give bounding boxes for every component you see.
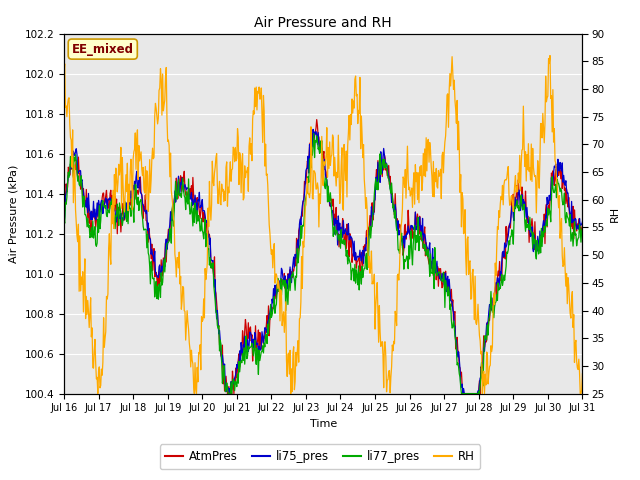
Text: EE_mixed: EE_mixed: [72, 43, 134, 56]
RH: [546, 53, 554, 59]
AtmPres: [60, 209, 68, 215]
AtmPres: [418, 232, 426, 238]
li75_pres: [309, 126, 317, 132]
AtmPres: [196, 216, 204, 221]
li77_pres: [174, 191, 182, 196]
li77_pres: [367, 235, 374, 241]
li77_pres: [579, 225, 586, 231]
li75_pres: [196, 205, 204, 211]
AtmPres: [316, 140, 324, 146]
li77_pres: [60, 216, 68, 222]
RH: [532, 173, 540, 179]
li75_pres: [227, 391, 234, 396]
RH: [60, 69, 68, 75]
li75_pres: [367, 227, 374, 233]
RH: [94, 391, 102, 396]
RH: [316, 191, 323, 197]
li77_pres: [532, 256, 540, 262]
AtmPres: [367, 227, 374, 232]
RH: [417, 163, 425, 168]
li77_pres: [418, 238, 426, 244]
Y-axis label: Air Pressure (kPa): Air Pressure (kPa): [9, 165, 19, 263]
AtmPres: [579, 222, 586, 228]
Line: li77_pres: li77_pres: [64, 133, 582, 394]
li75_pres: [316, 147, 324, 153]
li77_pres: [316, 138, 324, 144]
li77_pres: [196, 228, 204, 234]
li77_pres: [310, 131, 317, 136]
Title: Air Pressure and RH: Air Pressure and RH: [254, 16, 392, 30]
li75_pres: [579, 219, 586, 225]
X-axis label: Time: Time: [310, 419, 337, 429]
Line: AtmPres: AtmPres: [64, 120, 582, 394]
li77_pres: [224, 391, 232, 396]
RH: [366, 270, 374, 276]
Y-axis label: RH: RH: [610, 205, 620, 222]
Line: li75_pres: li75_pres: [64, 129, 582, 394]
li75_pres: [60, 222, 68, 228]
AtmPres: [532, 241, 540, 247]
Line: RH: RH: [64, 56, 582, 394]
AtmPres: [313, 117, 321, 122]
li75_pres: [418, 231, 426, 237]
Legend: AtmPres, li75_pres, li77_pres, RH: AtmPres, li75_pres, li77_pres, RH: [159, 444, 481, 469]
RH: [579, 371, 586, 377]
RH: [197, 367, 205, 372]
RH: [175, 265, 182, 271]
AtmPres: [223, 391, 231, 396]
li75_pres: [174, 183, 182, 189]
AtmPres: [174, 196, 182, 202]
li75_pres: [532, 238, 540, 244]
